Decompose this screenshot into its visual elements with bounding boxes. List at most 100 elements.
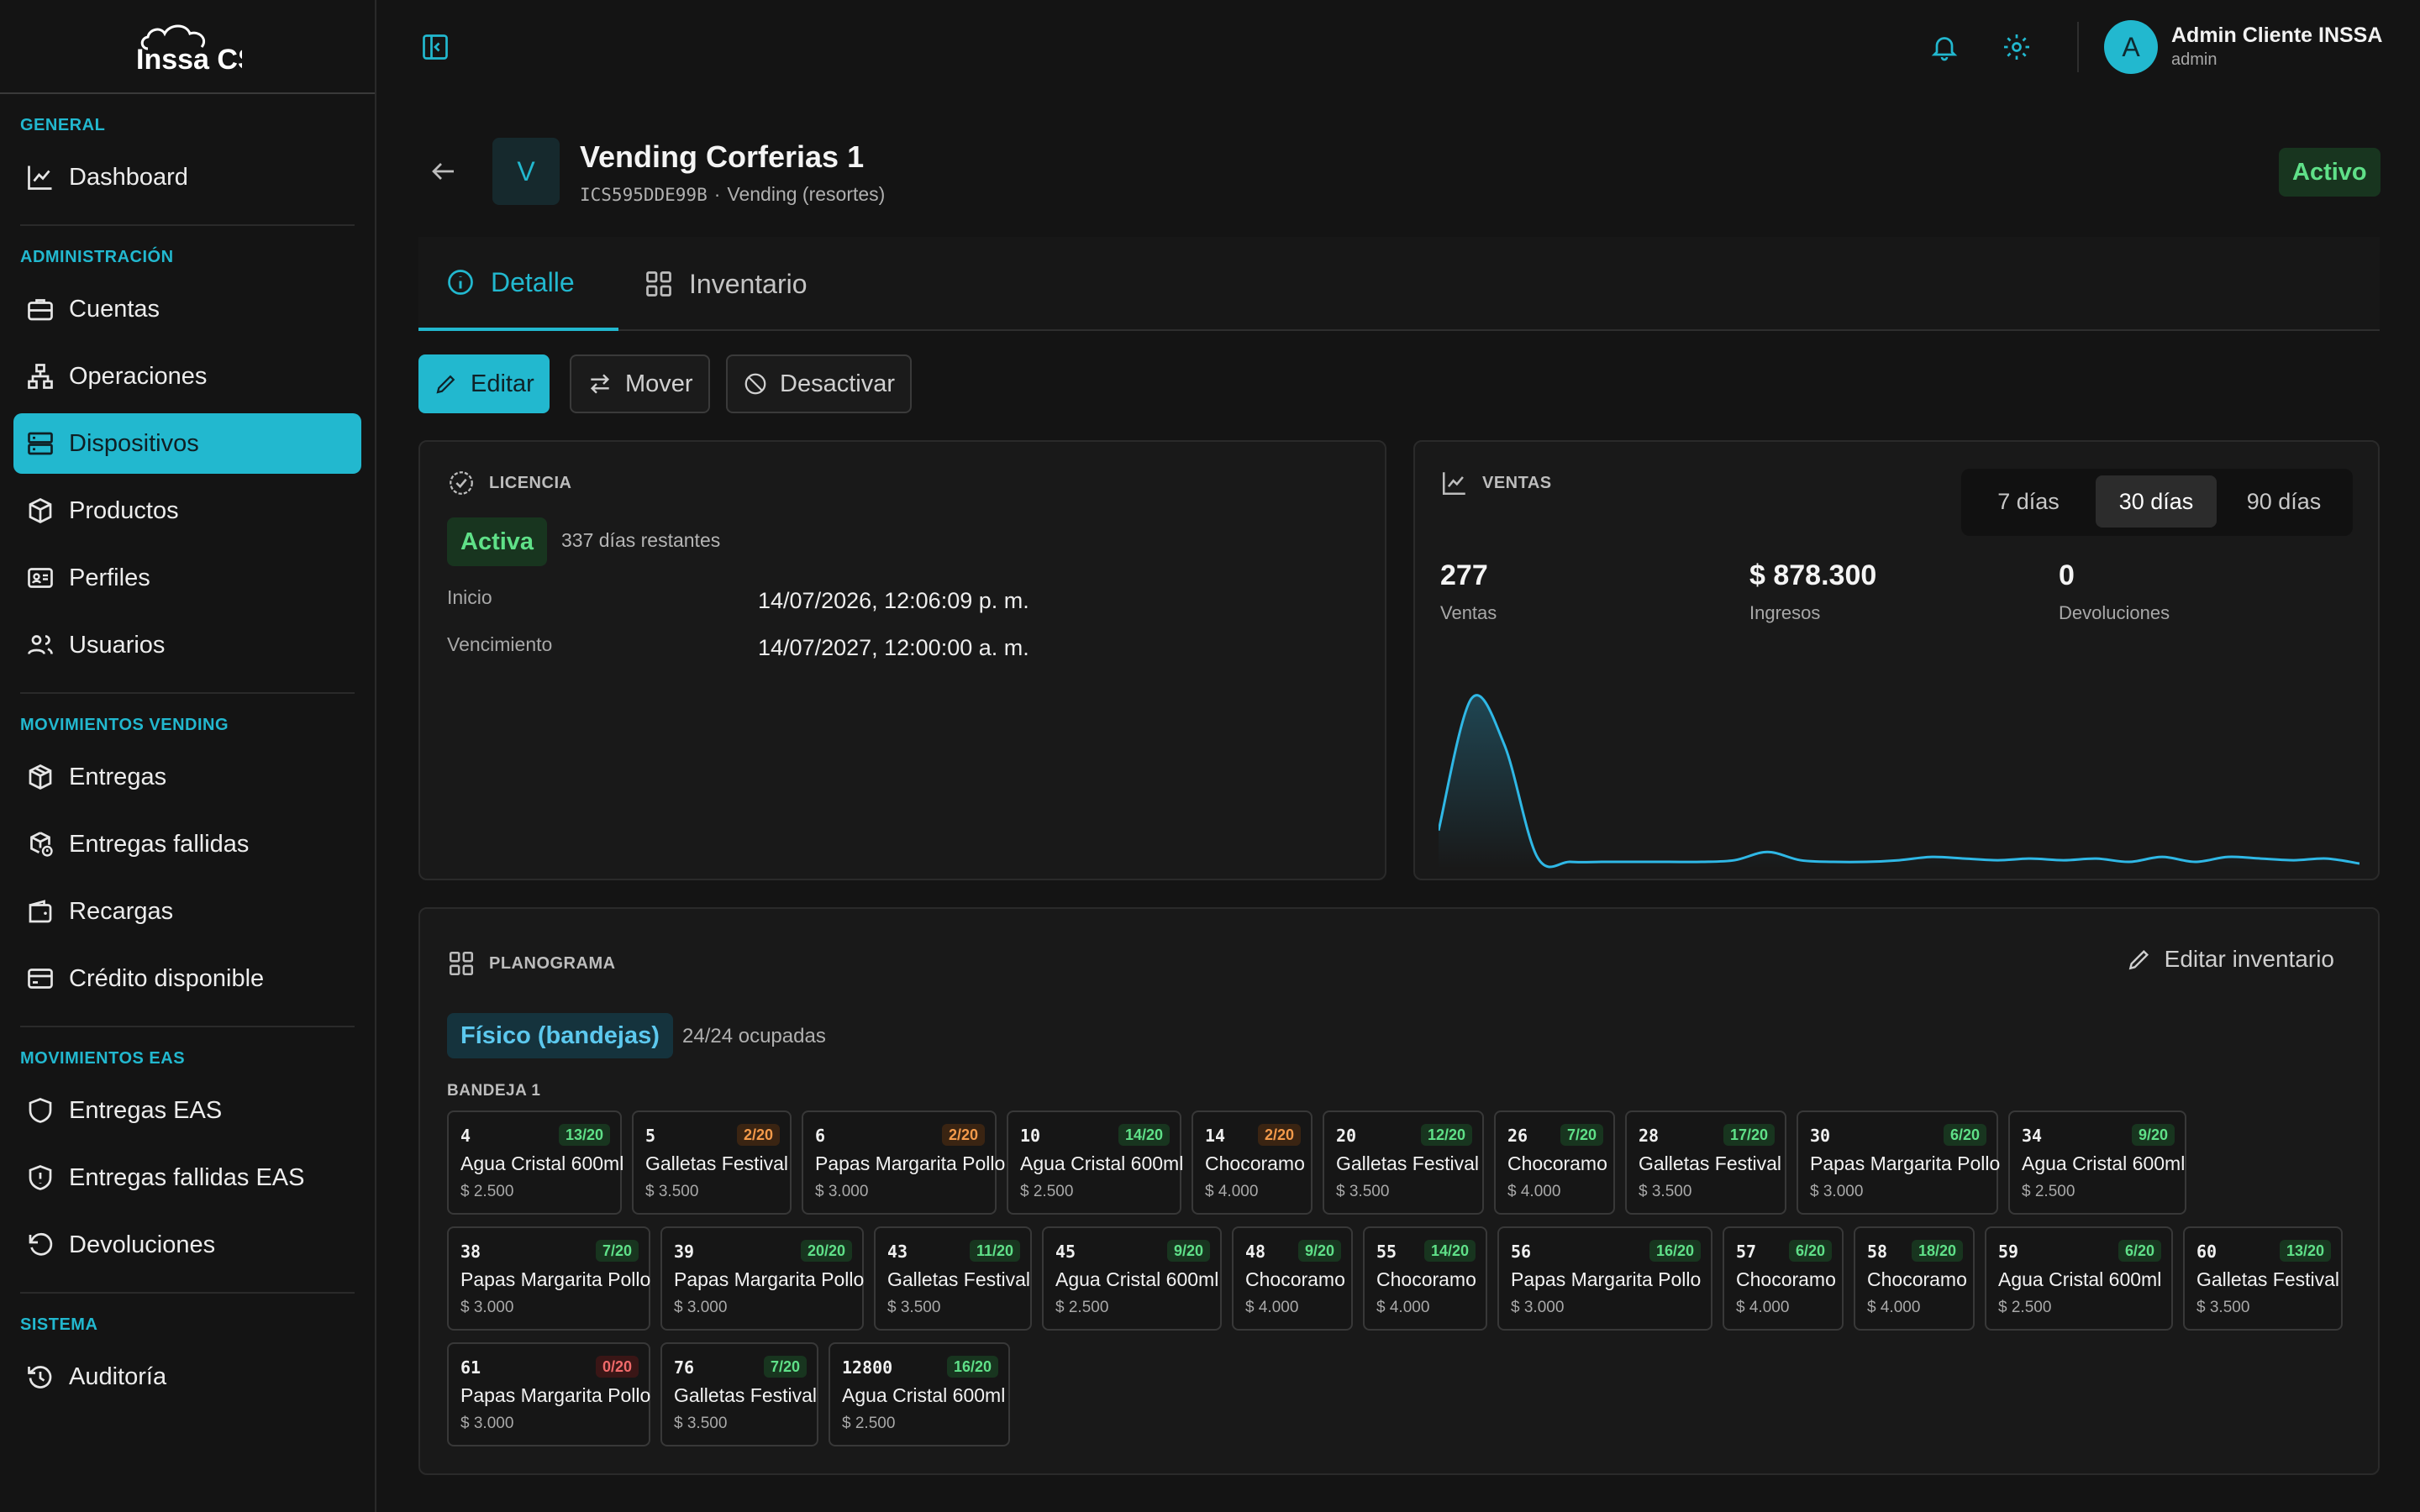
sidebar-item-entregas-fallidas[interactable]: Entregas fallidas <box>13 814 361 874</box>
stat-ingresos: $ 878.300 Ingresos <box>1749 559 1876 624</box>
move-button[interactable]: Mover <box>570 354 710 413</box>
slot-product-name: Agua Cristal 600ml <box>1998 1268 2162 1290</box>
slot-number: 28 <box>1639 1126 1660 1146</box>
shield-alert-icon <box>29 1165 52 1190</box>
sidebar-item-label: Dispositivos <box>69 429 199 457</box>
stat-value: $ 878.300 <box>1749 559 1877 591</box>
slot-card[interactable]: 28 17/20 Galletas Festival $ 3.500 <box>1625 1110 1786 1215</box>
slot-card[interactable]: 10 14/20 Agua Cristal 600ml $ 2.500 <box>1007 1110 1183 1215</box>
slot-card[interactable]: 12800 16/20 Agua Cristal 600ml $ 2.500 <box>829 1342 1010 1446</box>
slot-product-name: Papas Margarita Pollo <box>1810 1152 2001 1174</box>
slot-card[interactable]: 14 2/20 Chocoramo $ 4.000 <box>1192 1110 1313 1215</box>
slot-stock-badge: 14/20 <box>1118 1124 1170 1146</box>
range-option-90[interactable]: 90 días <box>2246 488 2322 514</box>
slot-card[interactable]: 61 0/20 Papas Margarita Pollo $ 3.000 <box>447 1342 650 1446</box>
slot-card[interactable]: 6 2/20 Papas Margarita Pollo $ 3.000 <box>802 1110 1005 1215</box>
sidebar-item-entregas[interactable]: Entregas <box>13 747 361 807</box>
sidebar-item-cuentas[interactable]: Cuentas <box>13 279 361 339</box>
slot-stock-badge: 2/20 <box>736 1124 780 1146</box>
slot-product-name: Agua Cristal 600ml <box>842 1384 1006 1406</box>
slot-card[interactable]: 5 2/20 Galletas Festival $ 3.500 <box>632 1110 792 1215</box>
deactivate-button[interactable]: Desactivar <box>726 354 912 413</box>
slot-product-name: Chocoramo <box>1205 1152 1305 1174</box>
slot-card[interactable]: 20 12/20 Galletas Festival $ 3.500 <box>1323 1110 1484 1215</box>
device-type: Vending (resortes) <box>727 183 886 205</box>
range-option-7[interactable]: 7 días <box>1997 488 2060 514</box>
sidebar-item-dashboard[interactable]: Dashboard <box>13 147 361 207</box>
slot-card[interactable]: 4 13/20 Agua Cristal 600ml $ 2.500 <box>447 1110 624 1215</box>
slot-card[interactable]: 26 7/20 Chocoramo $ 4.000 <box>1494 1110 1615 1215</box>
tab-inventario[interactable]: Inventario <box>644 237 808 331</box>
sidebar-item-productos[interactable]: Productos <box>13 480 361 541</box>
edit-inventory-button[interactable]: Editar inventario <box>2126 946 2334 973</box>
sales-chart <box>1439 694 2360 869</box>
slot-card[interactable]: 39 20/20 Papas Margarita Pollo $ 3.000 <box>660 1226 864 1331</box>
sidebar-item-label: Usuarios <box>69 631 166 659</box>
slot-number: 38 <box>460 1242 481 1262</box>
slot-stock-badge: 9/20 <box>2131 1124 2175 1146</box>
slot-card[interactable]: 45 9/20 Agua Cristal 600ml $ 2.500 <box>1042 1226 1222 1331</box>
slot-stock-badge: 9/20 <box>1297 1240 1341 1262</box>
slot-stock-badge: 18/20 <box>1911 1240 1963 1262</box>
sidebar-item-label: Cuentas <box>69 295 160 323</box>
slot-stock-badge: 6/20 <box>1943 1124 1986 1146</box>
slot-stock-badge: 2/20 <box>941 1124 985 1146</box>
sidebar-item-label: Entregas fallidas <box>69 830 250 858</box>
slot-product-name: Agua Cristal 600ml <box>460 1152 624 1174</box>
back-button[interactable] <box>429 156 459 186</box>
sidebar-item-operaciones[interactable]: Operaciones <box>13 346 361 407</box>
sidebar-item-auditoria[interactable]: Auditoría <box>13 1347 361 1407</box>
sidebar-toggle-button[interactable] <box>420 32 450 62</box>
slot-card[interactable]: 38 7/20 Papas Margarita Pollo $ 3.000 <box>447 1226 650 1331</box>
sidebar-item-perfiles[interactable]: Perfiles <box>13 548 361 608</box>
slot-card[interactable]: 48 9/20 Chocoramo $ 4.000 <box>1232 1226 1353 1331</box>
sidebar-item-entregas-fallidas-eas[interactable]: Entregas fallidas EAS <box>13 1147 361 1208</box>
end-label: Vencimiento <box>447 633 553 655</box>
tab-detalle[interactable]: Detalle <box>418 237 618 331</box>
range-option-30[interactable]: 30 días <box>2096 475 2217 528</box>
sidebar-item-devoluciones[interactable]: Devoluciones <box>13 1215 361 1275</box>
logo[interactable]: Inssa CS <box>0 0 375 94</box>
slot-card[interactable]: 55 14/20 Chocoramo $ 4.000 <box>1363 1226 1487 1331</box>
sidebar-item-dispositivos[interactable]: Dispositivos <box>13 413 361 474</box>
slot-card[interactable]: 56 16/20 Papas Margarita Pollo $ 3.000 <box>1497 1226 1712 1331</box>
edit-button[interactable]: Editar <box>418 354 550 413</box>
grid-icon <box>449 951 474 976</box>
slot-number: 60 <box>2196 1242 2217 1262</box>
slot-card[interactable]: 43 11/20 Galletas Festival $ 3.500 <box>874 1226 1032 1331</box>
slot-card[interactable]: 58 18/20 Chocoramo $ 4.000 <box>1854 1226 1975 1331</box>
settings-button[interactable] <box>2002 32 2032 62</box>
pencil-icon <box>2128 949 2149 970</box>
slot-price: $ 3.500 <box>887 1299 941 1316</box>
slot-price: $ 4.000 <box>1736 1299 1790 1316</box>
trend-chart-icon <box>1442 472 1465 496</box>
avatar[interactable]: A <box>2104 20 2158 74</box>
slot-card[interactable]: 57 6/20 Chocoramo $ 4.000 <box>1723 1226 1844 1331</box>
slot-card[interactable]: 30 6/20 Papas Margarita Pollo $ 3.000 <box>1797 1110 2001 1215</box>
slot-card[interactable]: 60 13/20 Galletas Festival $ 3.500 <box>2183 1226 2343 1331</box>
slot-card[interactable]: 76 7/20 Galletas Festival $ 3.500 <box>660 1342 818 1446</box>
slot-card[interactable]: 59 6/20 Agua Cristal 600ml $ 2.500 <box>1985 1226 2173 1331</box>
slot-stock-badge: 14/20 <box>1423 1240 1476 1262</box>
slot-product-name: Chocoramo <box>1376 1268 1476 1290</box>
sidebar-item-recargas[interactable]: Recargas <box>13 881 361 942</box>
slot-stock-badge: 16/20 <box>1649 1240 1701 1262</box>
slot-price: $ 2.500 <box>1998 1299 2052 1316</box>
main-content: A Admin Cliente INSSA admin V Vending Co… <box>376 0 2420 1512</box>
slot-price: $ 2.500 <box>460 1183 514 1200</box>
section-title-administracion: ADMINISTRACIÓN <box>20 248 174 266</box>
sidebar-item-usuarios[interactable]: Usuarios <box>13 615 361 675</box>
slot-card[interactable]: 34 9/20 Agua Cristal 600ml $ 2.500 <box>2008 1110 2186 1215</box>
sidebar-item-entregas-eas[interactable]: Entregas EAS <box>13 1080 361 1141</box>
slot-price: $ 3.000 <box>674 1299 728 1316</box>
notifications-button[interactable] <box>1929 32 1960 62</box>
id-card-icon <box>28 568 53 588</box>
slot-price: $ 2.500 <box>1020 1183 1074 1200</box>
sidebar-item-credito-disponible[interactable]: Crédito disponible <box>13 948 361 1009</box>
slot-stock-badge: 13/20 <box>558 1124 610 1146</box>
slot-product-name: Galletas Festival <box>674 1384 818 1406</box>
slot-product-name: Papas Margarita Pollo <box>1511 1268 1702 1290</box>
slot-stock-badge: 9/20 <box>1166 1240 1210 1262</box>
stat-label: Ventas <box>1440 602 1497 623</box>
slot-price: $ 4.000 <box>1507 1183 1561 1200</box>
